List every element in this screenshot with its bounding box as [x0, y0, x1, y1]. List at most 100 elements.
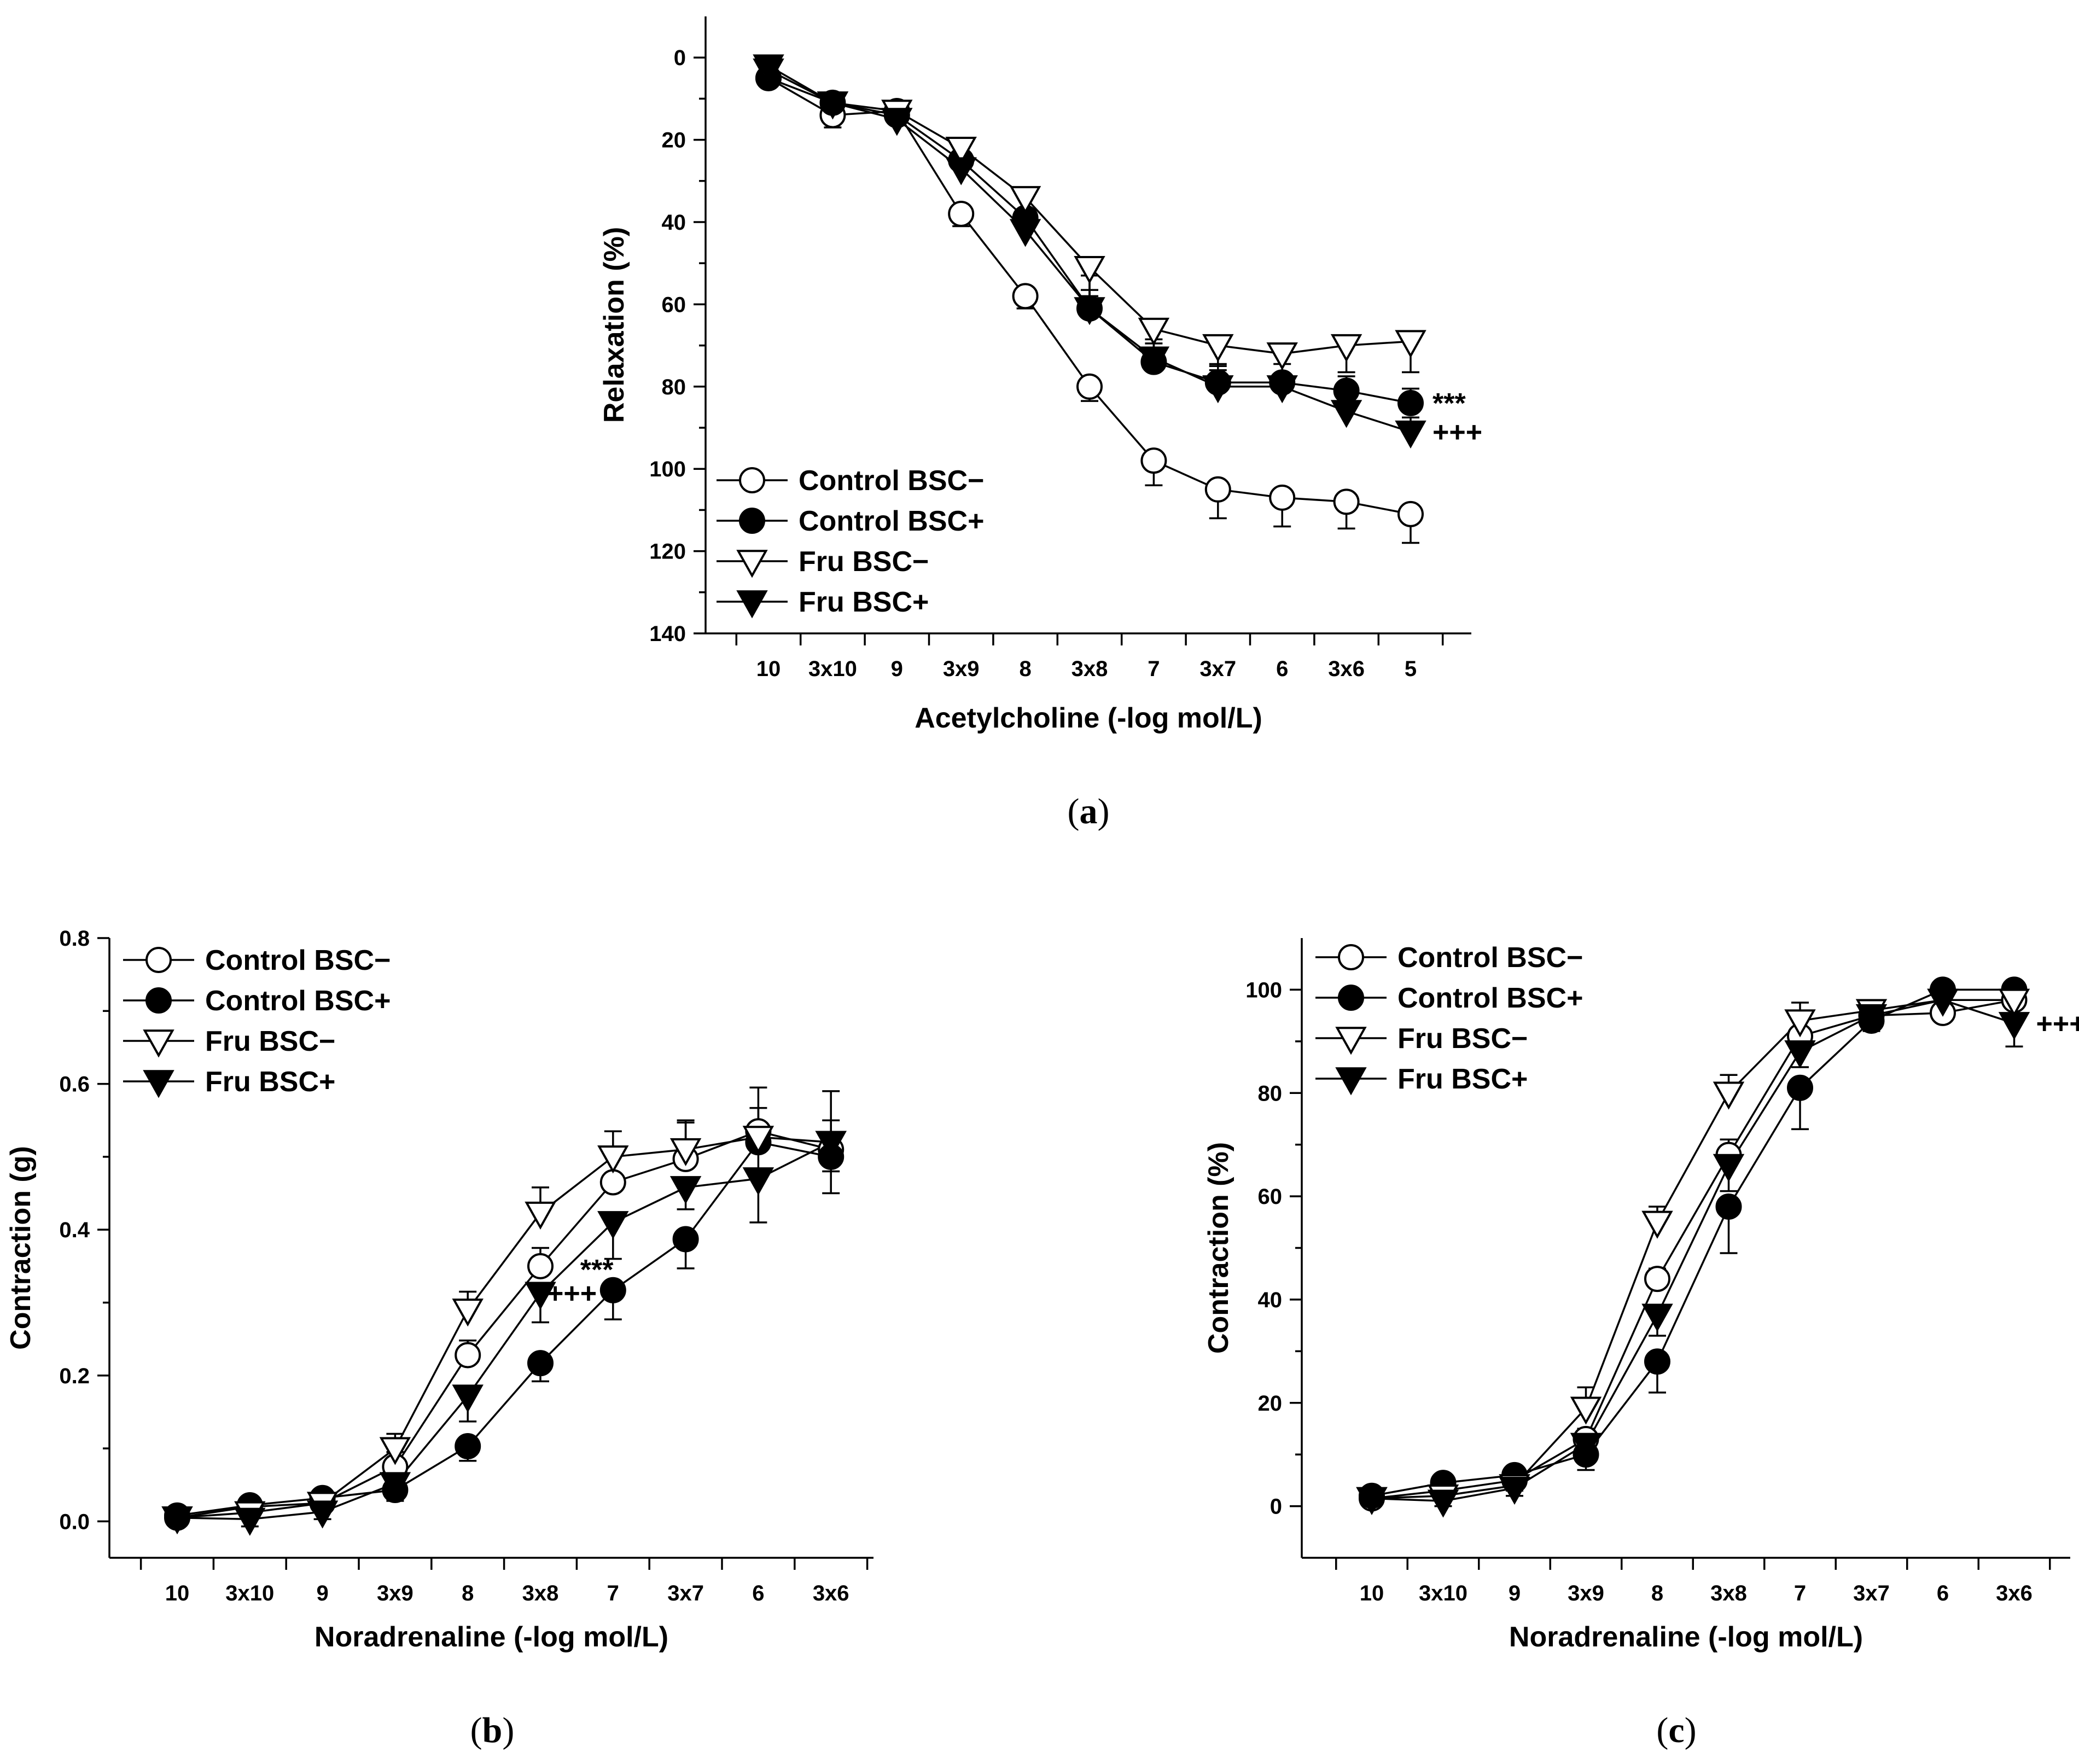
x-tick-label: 6 — [752, 1581, 764, 1605]
x-tick-label: 3x6 — [813, 1581, 849, 1605]
data-point — [597, 1145, 629, 1174]
data-point — [1269, 484, 1296, 511]
data-point — [1202, 375, 1234, 404]
data-point — [1641, 1210, 1673, 1239]
chart-b: 0.0 0.2 0.4 0.6 0.8 10 3x10 9 3x9 8 3x8 7 3x7 6 3x6 Nor… — [5, 927, 873, 1750]
significance-annotation: *** — [580, 1254, 614, 1286]
x-tick-label: 8 — [1019, 657, 1031, 681]
legend-label: Fru BSC− — [799, 546, 929, 578]
legend-marker — [1338, 985, 1364, 1011]
x-tick-label: 6 — [1937, 1581, 1949, 1605]
data-point — [525, 1282, 556, 1310]
legend-label: Control BSC+ — [205, 985, 391, 1017]
data-point — [1927, 988, 1959, 1017]
x-tick-label: 3x8 — [522, 1581, 559, 1605]
data-point — [1333, 377, 1360, 404]
x-tick-label: 3x7 — [667, 1581, 704, 1605]
x-axis-label: Noradrenaline (-log mol/L) — [315, 1621, 668, 1653]
data-point — [1644, 1266, 1670, 1293]
legend-marker — [143, 1029, 174, 1058]
y-tick-label: 140 — [649, 622, 686, 646]
x-tick-label: 3x8 — [1710, 1581, 1747, 1605]
panel-label: (c) — [1656, 1710, 1696, 1750]
x-tick-label: 3x7 — [1199, 657, 1236, 681]
y-tick-label: 0.6 — [59, 1073, 90, 1097]
x-tick-label: 10 — [1360, 1581, 1384, 1605]
legend-marker — [739, 467, 765, 493]
x-axis-label: Noradrenaline (-log mol/L) — [1509, 1621, 1863, 1653]
y-tick-label: 0 — [1270, 1495, 1282, 1519]
data-point — [742, 1126, 774, 1154]
series-circle-open — [168, 1086, 840, 1519]
x-tick-label: 3x10 — [1419, 1581, 1467, 1605]
y-tick-label: 120 — [649, 540, 686, 564]
series-triangle-open — [760, 69, 1419, 375]
series-line — [1371, 999, 2015, 1502]
data-point — [1395, 420, 1426, 449]
data-point — [669, 1138, 702, 1167]
data-point — [1138, 317, 1170, 346]
legend-label: Control BSC+ — [1397, 982, 1583, 1014]
x-tick-label: 10 — [756, 657, 781, 681]
legend-marker — [739, 508, 765, 534]
series-line — [177, 1141, 831, 1517]
y-tick-label: 40 — [1258, 1288, 1283, 1312]
data-point — [1499, 1476, 1530, 1505]
data-point — [1076, 373, 1103, 400]
x-tick-label: 9 — [891, 657, 903, 681]
x-tick-label: 8 — [462, 1581, 474, 1605]
data-point — [379, 1437, 411, 1465]
data-point — [945, 136, 977, 165]
legend: Control BSC− Control BSC+ Fru BSC− Fru BSC+ — [717, 465, 984, 619]
series-line — [768, 77, 1411, 404]
data-point — [1333, 488, 1360, 515]
data-point — [597, 1211, 629, 1239]
data-point — [1998, 988, 2030, 1017]
x-tick-label: 9 — [1509, 1581, 1521, 1605]
legend-label: Fru BSC+ — [799, 586, 929, 618]
data-point — [455, 1342, 481, 1369]
series-triangle-filled — [168, 1141, 840, 1528]
x-tick-label: 10 — [165, 1581, 190, 1605]
chart-c: 0 20 40 60 80 100 10 3x10 9 3x9 8 3x8 7 3x7 6 3x6 Noradr… — [1203, 938, 2079, 1750]
x-axis-label: Acetylcholine (-log mol/L) — [915, 702, 1262, 734]
data-point — [815, 1131, 847, 1159]
x-tick-label: 6 — [1276, 657, 1288, 681]
legend-marker — [143, 1070, 174, 1098]
data-point — [672, 1226, 699, 1253]
y-tick-label: 60 — [1258, 1185, 1283, 1209]
data-point — [1787, 1074, 1813, 1101]
x-tick-label: 3x9 — [1568, 1581, 1604, 1605]
data-point — [234, 1507, 266, 1536]
series-line — [1371, 999, 2014, 1500]
y-tick-label: 0.4 — [59, 1218, 90, 1242]
series-line — [177, 1130, 831, 1519]
series-circle-filled — [760, 69, 1419, 404]
x-tick-label: 8 — [1651, 1581, 1663, 1605]
data-point — [1330, 334, 1362, 363]
data-point — [1570, 1396, 1602, 1425]
y-axis-label: Contraction (g) — [5, 1146, 37, 1350]
x-tick-label: 3x7 — [1853, 1581, 1890, 1605]
data-point — [1330, 400, 1362, 428]
data-point — [527, 1253, 554, 1279]
y-tick-label: 80 — [1258, 1081, 1283, 1105]
y-tick-label: 0.2 — [59, 1364, 90, 1388]
data-point — [1715, 1193, 1742, 1220]
panel-label: (a) — [1068, 791, 1110, 831]
legend-marker — [736, 550, 768, 578]
x-tick-label: 3x9 — [377, 1581, 414, 1605]
legend-label: Control BSC− — [205, 945, 391, 976]
legend-marker — [736, 590, 768, 619]
panel-label: (b) — [470, 1710, 515, 1750]
legend-label: Control BSC+ — [799, 505, 984, 537]
data-point — [1009, 219, 1041, 247]
series-circle-filled — [168, 1141, 840, 1521]
legend-label: Control BSC− — [1397, 942, 1583, 974]
x-tick-label: 9 — [316, 1581, 328, 1605]
y-axis-label: Contraction (%) — [1203, 1142, 1234, 1354]
chart-a: 0 20 40 60 80 100 120 140 10 3x10 9 3x9 8 3x8 7 3x7 6 3x6… — [598, 16, 1482, 831]
data-point — [1266, 342, 1298, 371]
data-point — [1784, 1009, 1816, 1038]
